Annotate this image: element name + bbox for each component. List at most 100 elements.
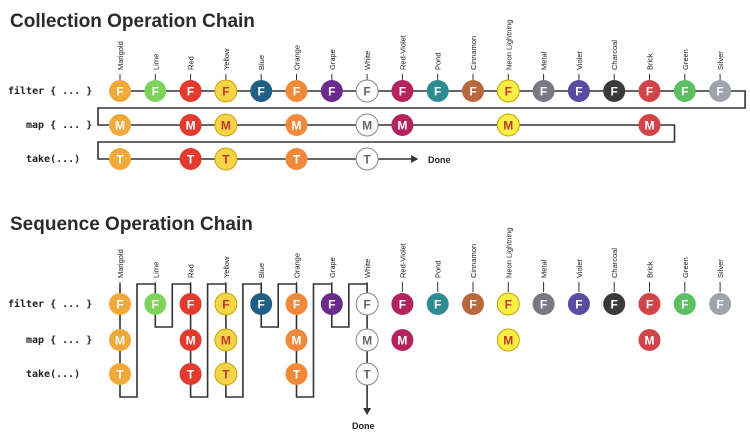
sequence-column-label-violet: Violet (575, 258, 584, 278)
collection-take-symbol-white: T (363, 153, 371, 167)
collection-filter-node-red-violet: F (391, 80, 414, 102)
sequence-filter-node-silver: F (709, 293, 732, 315)
sequence-column-label-white: White (363, 259, 372, 278)
sequence-take-symbol-yellow: T (222, 368, 230, 382)
collection-column-label-charcoal: Charcoal (610, 40, 619, 70)
collection-filter-node-brick: F (638, 80, 661, 102)
sequence-column-label-yellow: Yellow (222, 256, 231, 278)
sequence-map-symbol-red: M (186, 334, 196, 348)
sequence-filter-symbol-lime: F (152, 298, 159, 312)
collection-filter-circle-blue (250, 80, 273, 102)
sequence-map-symbol-marigold: M (115, 334, 125, 348)
sequence-map-node-red-violet: M (391, 329, 414, 351)
collection-map-symbol-neon-lightning: M (503, 119, 513, 133)
collection-filter-circle-green (673, 80, 696, 102)
sequence-column-label-cinnamon: Cinnamon (469, 244, 478, 278)
collection-column-label-silver: Silver (716, 51, 725, 70)
sequence-filter-symbol-grape: F (328, 298, 335, 312)
collection-flow-path (97, 90, 746, 163)
sequence-column-label-pond: Pond (434, 260, 443, 278)
sequence-filter-circle-grape (320, 293, 343, 315)
collection-column-label-white: White (363, 51, 372, 70)
sequence-filter-node-blue: F (250, 293, 273, 315)
collection-take-circle-yellow (214, 147, 238, 171)
sequence-filter-circle-metal (532, 293, 555, 315)
collection-map-circle-brick (638, 114, 661, 136)
collection-filter-symbol-blue: F (258, 85, 265, 99)
collection-filter-symbol-violet: F (575, 85, 582, 99)
sequence-filter-circle-brick (638, 293, 661, 315)
sequence-filter-node-neon-lightning: F (496, 292, 520, 316)
collection-take-circle-orange (285, 148, 308, 170)
collection-map-circle-marigold (109, 114, 131, 136)
collection-filter-circle-cinnamon (462, 80, 484, 102)
sequence-column-label-red: Red (187, 264, 196, 278)
sequence-map-symbol-white: M (362, 334, 372, 348)
sequence-column-label-orange: Orange (293, 253, 302, 278)
sequence-done-label: Done (352, 421, 375, 431)
sequence-map-symbol-brick: M (645, 334, 655, 348)
collection-filter-circle-violet (567, 80, 590, 102)
sequence-map-node-red: M (179, 329, 202, 351)
sequence-filter-circle-red-violet (391, 293, 414, 315)
collection-take-circle-white (355, 147, 379, 171)
sequence-column-labels: Marigold Lime Red Yellow Blue Orange Grape Whit… (116, 228, 725, 292)
sequence-column-label-silver: Silver (716, 259, 725, 278)
collection-row-labels: filter { ... } map { ... } take(...) (8, 85, 92, 165)
collection-take-symbol-orange: T (293, 153, 301, 167)
sequence-map-circle-red (179, 329, 202, 351)
sequence-take-symbol-marigold: T (116, 368, 124, 382)
collection-filter-symbol-cinnamon: F (469, 85, 476, 99)
collection-filter-node-green: F (673, 80, 696, 102)
collection-map-symbol-brick: M (645, 119, 655, 133)
sequence-take-label: take(...) (26, 369, 80, 380)
sequence-nodes: F F F F F F F F F F F F F F F F F F M M M M M M M M T T T T T (109, 292, 732, 386)
collection-map-circle-orange (285, 114, 308, 136)
collection-filter-circle-red (179, 80, 202, 102)
sequence-filter-node-red: F (179, 293, 202, 315)
collection-map-circle-red (179, 114, 202, 136)
sequence-filter-node-brick: F (638, 293, 661, 315)
sequence-filter-circle-silver (709, 293, 732, 315)
collection-filter-node-white: F (355, 79, 379, 103)
sequence-filter-node-green: F (673, 293, 696, 315)
collection-map-symbol-red: M (186, 119, 196, 133)
sequence-take-circle-orange (285, 363, 308, 385)
collection-column-label-red-violet: Red-Violet (398, 34, 407, 70)
sequence-map-label: map { ... } (26, 335, 92, 346)
sequence-map-symbol-neon-lightning: M (503, 334, 513, 348)
collection-filter-label: filter { ... } (8, 85, 92, 97)
collection-filter-symbol-pond: F (434, 85, 441, 99)
collection-column-label-brick: Brick (646, 53, 655, 70)
sequence-filter-symbol-orange: F (293, 298, 300, 312)
collection-take-circle-marigold (109, 148, 131, 170)
collection-map-circle-red-violet (391, 114, 414, 136)
collection-filter-symbol-orange: F (293, 85, 300, 99)
collection-take-node-marigold: T (109, 148, 131, 170)
collection-take-node-yellow: T (214, 147, 238, 171)
sequence-filter-symbol-charcoal: F (611, 298, 618, 312)
sequence-map-node-yellow: M (214, 328, 238, 352)
sequence-map-node-marigold: M (109, 329, 131, 351)
sequence-filter-symbol-metal: F (540, 298, 547, 312)
collection-take-circle-red (179, 148, 202, 170)
collection-filter-symbol-metal: F (540, 85, 547, 99)
collection-filter-symbol-lime: F (152, 85, 159, 99)
sequence-filter-circle-green (673, 293, 696, 315)
sequence-map-circle-white (355, 328, 379, 352)
collection-filter-symbol-neon-lightning: F (505, 85, 512, 99)
collection-map-symbol-red-violet: M (397, 119, 407, 133)
collection-column-label-green: Green (681, 49, 690, 70)
sequence-filter-node-grape: F (320, 293, 343, 315)
sequence-column-label-marigold: Marigold (116, 249, 125, 278)
sequence-filter-circle-blue (250, 293, 273, 315)
collection-filter-symbol-brick: F (646, 85, 653, 99)
collection-filter-symbol-silver: F (716, 85, 723, 99)
sequence-take-circle-red (179, 363, 202, 385)
sequence-filter-node-pond: F (426, 293, 449, 315)
sequence-filter-node-orange: F (285, 293, 308, 315)
sequence-filter-node-violet: F (567, 293, 590, 315)
sequence-filter-symbol-red: F (187, 298, 194, 312)
collection-filter-circle-neon-lightning (496, 79, 520, 103)
collection-filter-node-neon-lightning: F (496, 79, 520, 103)
